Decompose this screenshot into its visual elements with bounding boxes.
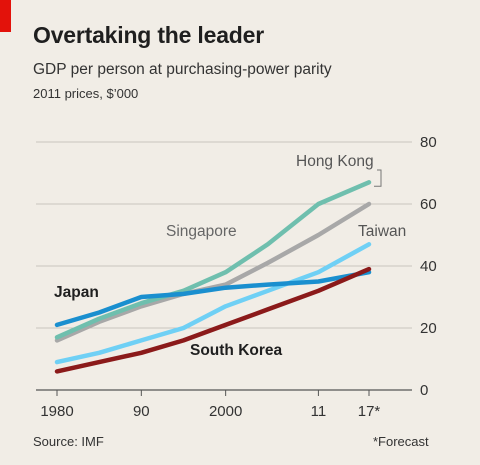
series-label-singapore: Singapore	[166, 223, 237, 240]
series-label-taiwan: Taiwan	[358, 223, 406, 240]
hong-kong-leader-line	[374, 169, 382, 187]
x-tick-label-2000: 2000	[209, 403, 242, 420]
x-tick-label-1980: 1980	[40, 403, 73, 420]
series-label-japan: Japan	[54, 284, 99, 301]
x-tick-label-1990: 90	[133, 403, 150, 420]
y-tick-label-60: 60	[420, 196, 437, 213]
series-line-taiwan	[54, 242, 372, 365]
series-line-japan	[54, 269, 372, 328]
x-tick-label-2017: 17*	[358, 403, 381, 420]
y-tick-label-20: 20	[420, 320, 437, 337]
brand-accent-bar	[0, 0, 11, 32]
series-line-hong-kong	[54, 180, 372, 340]
source-note: Source: IMF	[33, 434, 104, 449]
x-tick-label-2011: 11	[311, 403, 327, 420]
chart-units: 2011 prices, $’000	[33, 86, 139, 101]
y-tick-label-80: 80	[420, 134, 437, 151]
series-line-south-korea	[54, 266, 372, 374]
series-label-hong-kong: Hong Kong	[296, 153, 374, 170]
series-label-south-korea: South Korea	[190, 342, 283, 359]
chart-subtitle: GDP per person at purchasing-power parit…	[33, 61, 332, 78]
forecast-footnote: *Forecast	[373, 434, 429, 449]
y-tick-label-40: 40	[420, 258, 437, 275]
y-tick-label-0: 0	[420, 382, 428, 399]
chart-title: Overtaking the leader	[33, 22, 264, 48]
